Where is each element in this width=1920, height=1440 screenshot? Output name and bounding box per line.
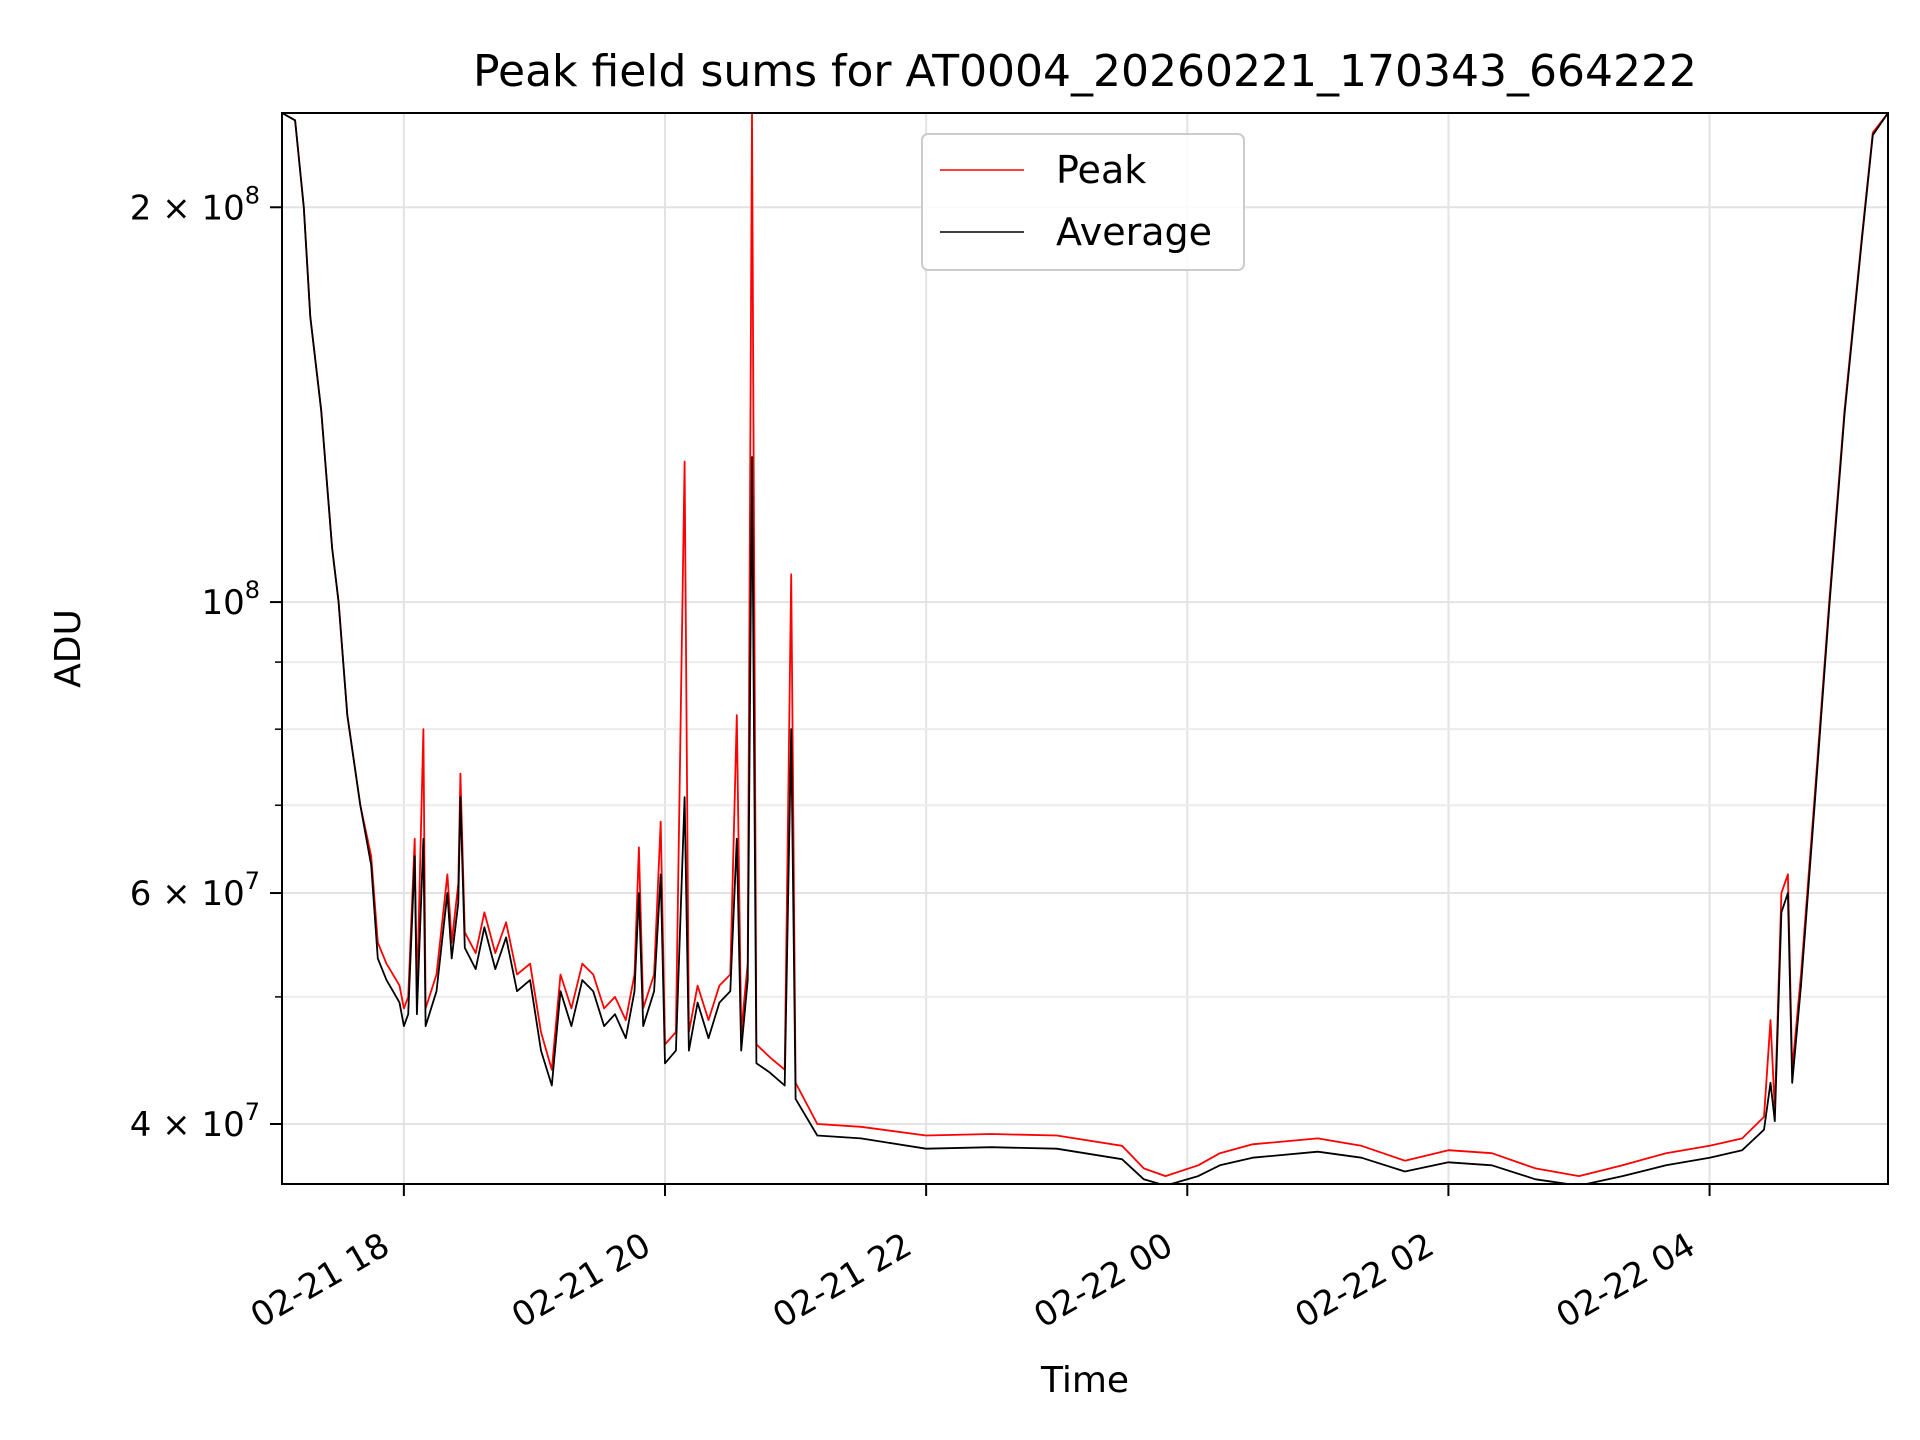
legend-entry-average: Average [1056,210,1212,254]
y-tick-label: 6 × 107 [130,867,260,914]
y-tick-label-exponent: 8 [245,576,260,604]
y-tick-label: 4 × 107 [130,1098,260,1145]
plot-frame [281,112,1889,1185]
y-axis-label: ADU [48,609,89,688]
legend: Peak Average [921,133,1245,271]
legend-box [921,133,1245,271]
y-tick-label-base: 2 × 10 [130,188,245,228]
plot-area [282,113,1888,1184]
y-tick-label-exponent: 7 [245,867,260,895]
legend-entry-peak: Peak [1056,148,1146,192]
y-tick-label: 108 [201,576,260,623]
y-tick-label-exponent: 7 [245,1098,260,1126]
y-tick-label-exponent: 8 [245,181,260,209]
chart-title: Peak field sums for AT0004_20260221_1703… [473,46,1697,97]
y-tick-label-base: 6 × 10 [130,874,245,914]
x-axis-label: Time [1040,1360,1129,1401]
y-tick-label-base: 10 [201,583,244,623]
y-tick-label-base: 4 × 10 [130,1105,245,1145]
series-line-average [282,113,1888,1184]
y-tick-label: 2 × 108 [130,181,260,228]
